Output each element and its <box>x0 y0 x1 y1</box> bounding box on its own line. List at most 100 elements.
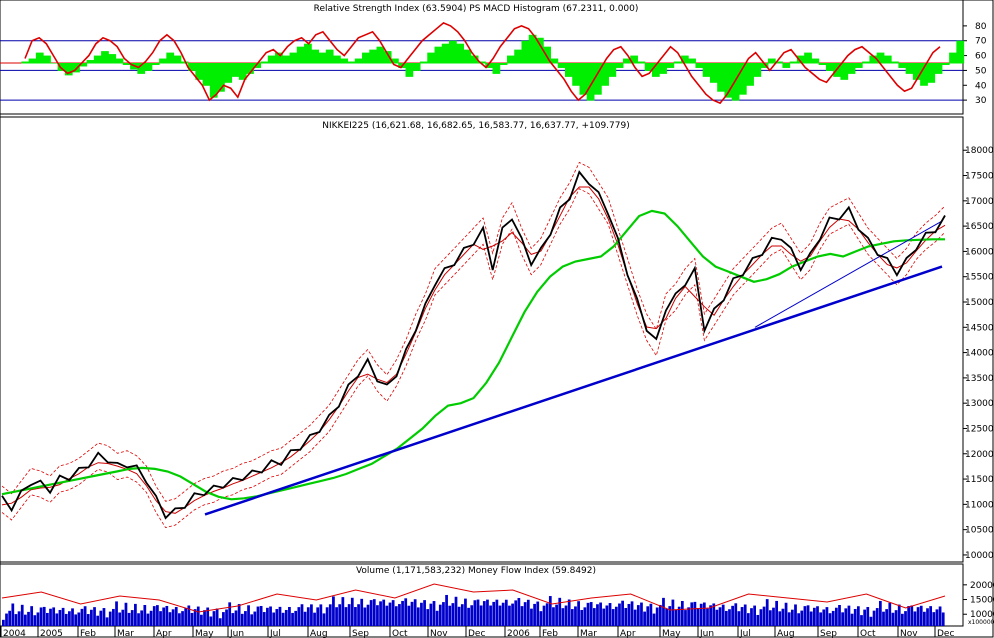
volume-bar <box>841 612 845 626</box>
volume-bar <box>256 606 260 626</box>
volume-bar <box>781 608 785 626</box>
volume-bar <box>181 611 184 626</box>
volume-bar <box>215 608 219 626</box>
macd-histogram-bar <box>521 40 530 64</box>
volume-bar <box>108 611 112 626</box>
volume-bar <box>143 604 147 626</box>
volume-bar <box>492 601 496 626</box>
volume-bar <box>844 608 848 626</box>
volume-bar <box>561 608 565 626</box>
x-axis-tick-label: Apr <box>620 629 636 638</box>
x-axis-tick-label: Sep <box>352 629 369 638</box>
volume-bar <box>935 609 939 626</box>
volume-bar <box>800 610 804 626</box>
volume-bar <box>338 604 342 626</box>
volume-bar <box>702 602 706 626</box>
macd-histogram-bar <box>289 52 298 64</box>
macd-histogram-bar <box>427 52 436 64</box>
macd-histogram-bar <box>528 34 537 64</box>
volume-bar <box>316 607 320 626</box>
money-flow-index-line <box>1 583 946 613</box>
volume-bar <box>448 605 452 626</box>
macd-histogram-bar <box>173 55 182 64</box>
macd-histogram-bar <box>412 63 421 71</box>
macd-histogram-bar <box>854 63 863 68</box>
macd-histogram-bar <box>35 52 44 64</box>
x-axis-tick-label: Nov <box>430 629 448 638</box>
macd-histogram-bar <box>238 63 247 80</box>
volume-bar <box>850 613 854 626</box>
volume-bar <box>432 601 436 626</box>
price-tick-label: 13500 <box>965 374 994 384</box>
volume-bar <box>225 609 228 626</box>
volume-tick-label: 15000 <box>970 596 994 606</box>
volume-bar <box>253 611 257 626</box>
volume-bar <box>413 599 417 626</box>
volume-bar <box>910 605 914 626</box>
macd-histogram-bar <box>912 63 921 80</box>
volume-bar <box>605 605 609 626</box>
volume-bar <box>583 607 587 626</box>
macd-histogram-bar <box>709 63 718 83</box>
indicator-panel-frame <box>0 0 964 115</box>
volume-bar <box>828 613 832 626</box>
macd-histogram-bar <box>72 63 80 73</box>
volume-bar <box>586 602 590 626</box>
volume-bar <box>696 607 700 626</box>
volume-bar <box>589 602 593 626</box>
volume-bar <box>684 610 687 626</box>
macd-histogram-bar <box>166 52 175 64</box>
volume-bar <box>523 602 527 626</box>
volume-bar <box>665 608 668 626</box>
volume-bar <box>423 600 426 626</box>
volume-bar <box>17 611 21 626</box>
volume-bar <box>812 607 816 626</box>
volume-bar <box>633 609 637 626</box>
volume-bar <box>539 611 543 626</box>
x-axis-tick-label: Oct <box>392 629 408 638</box>
macd-histogram-bar <box>608 63 617 77</box>
volume-bar <box>825 607 829 626</box>
volume-bar <box>668 606 672 626</box>
volume-bar <box>464 598 467 626</box>
volume-bar <box>922 611 926 626</box>
volume-bar <box>93 607 96 626</box>
volume-bar <box>322 613 326 626</box>
x-axis-tick-label: Mar <box>117 629 134 638</box>
macd-histogram-bar <box>550 58 559 64</box>
volume-bar <box>875 608 879 626</box>
volume-bar <box>709 605 712 626</box>
volume-bar <box>888 602 892 626</box>
macd-histogram-bar <box>340 58 349 64</box>
volume-bar <box>42 606 46 626</box>
volume-bar <box>137 613 140 626</box>
indicator-panel: Relative Strength Index (63.5904) PS MAC… <box>0 0 987 115</box>
macd-histogram-bar <box>760 63 769 68</box>
volume-bar <box>341 597 345 626</box>
macd-histogram <box>21 34 965 101</box>
volume-bar <box>385 605 389 626</box>
volume-bar <box>473 600 477 626</box>
volume-bar <box>596 604 599 626</box>
volume-panel-title: Volume (1,171,583,232) Money Flow Index … <box>356 566 596 576</box>
volume-bar <box>778 611 782 626</box>
volume-bar <box>662 597 665 626</box>
price-tick-label: 14000 <box>965 349 994 359</box>
volume-bar <box>784 602 788 626</box>
volume-bar <box>156 605 159 626</box>
macd-histogram-bar <box>956 40 965 64</box>
volume-bar <box>306 607 310 626</box>
volume-bar <box>244 611 247 626</box>
lower-envelope-line <box>1 188 946 529</box>
macd-histogram-bar <box>499 63 508 65</box>
macd-histogram-bar <box>644 63 653 71</box>
volume-bar <box>460 604 464 626</box>
volume-bar <box>121 609 125 626</box>
macd-histogram-bar <box>651 63 660 77</box>
indicator-tick-label: 80 <box>975 22 987 32</box>
x-axis-tick-label: Jun <box>229 629 244 638</box>
macd-histogram-bar <box>202 63 211 86</box>
volume-bar <box>165 605 169 626</box>
macd-histogram-bar <box>543 46 551 64</box>
